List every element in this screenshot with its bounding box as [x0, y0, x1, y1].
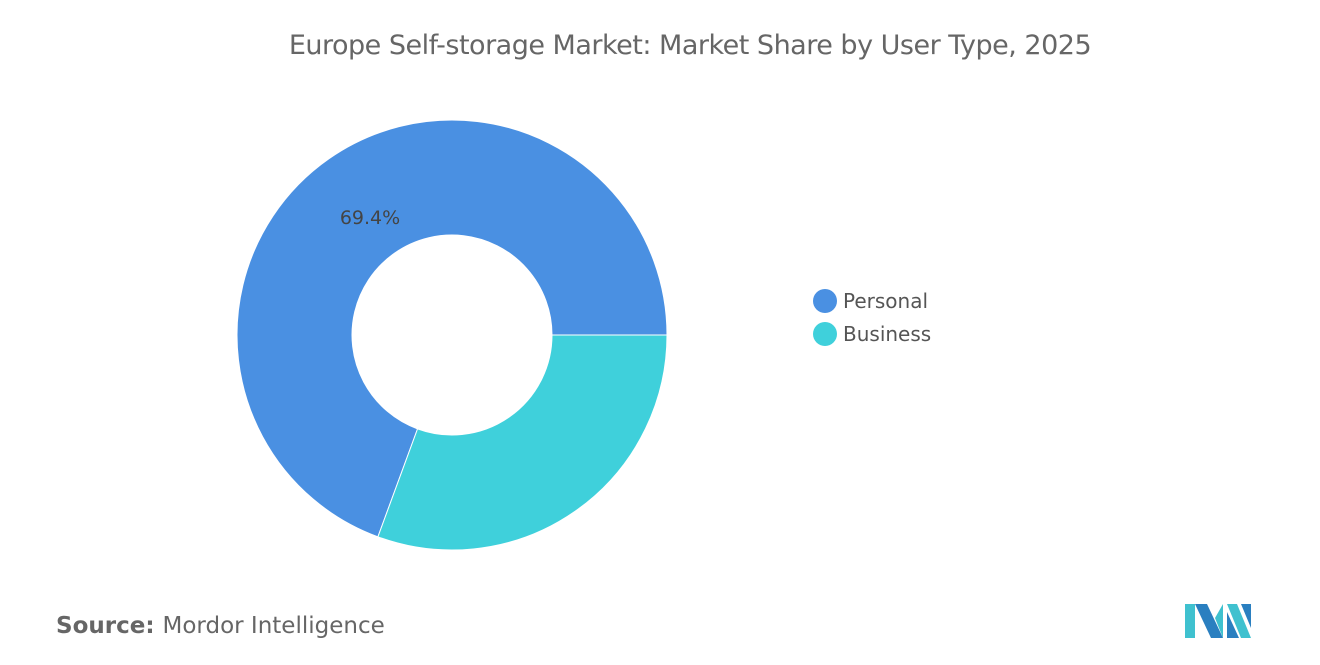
- legend-label-business: Business: [843, 321, 932, 346]
- legend-swatch-business: [813, 321, 837, 346]
- mordor-intelligence-logo: [1185, 604, 1251, 638]
- slice-personal: [236, 119, 668, 538]
- legend-label-personal: Personal: [843, 288, 929, 313]
- legend-swatch-personal: [813, 288, 837, 313]
- legend: Personal Business: [813, 284, 931, 350]
- legend-item-business: Business: [813, 317, 931, 350]
- source-label: Source:: [56, 613, 155, 639]
- chart-title: Europe Self-storage Market: Market Share…: [288, 30, 1092, 61]
- source-note: Source: Mordor Intelligence: [56, 613, 385, 639]
- data-label-personal: 69.4%: [340, 207, 400, 229]
- slice-business: [377, 334, 668, 551]
- source-value: Mordor Intelligence: [162, 613, 385, 639]
- legend-item-personal: Personal: [813, 284, 931, 317]
